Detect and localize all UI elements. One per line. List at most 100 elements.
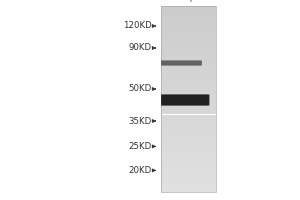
Bar [160,123,216,124]
Bar [160,40,216,41]
Text: Jurkat: Jurkat [185,0,212,2]
Bar [160,32,216,33]
Bar [160,155,216,156]
Bar [160,164,216,165]
Bar [160,39,216,40]
Bar [160,185,216,186]
Bar [160,20,216,21]
Bar [160,163,216,164]
Bar [160,6,216,192]
Bar [160,29,216,30]
Bar [160,125,216,126]
Bar [160,183,216,184]
Bar [160,121,216,122]
Bar [160,182,216,183]
Bar [160,148,216,149]
Bar [160,181,216,182]
Bar [160,70,216,71]
Text: 50KD: 50KD [128,84,152,93]
Bar [160,12,216,13]
Bar [160,165,216,166]
Bar [160,187,216,188]
Bar [160,138,216,139]
Bar [160,9,216,10]
Bar [160,174,216,175]
Bar [160,36,216,37]
Bar [160,104,216,105]
Bar [160,169,216,170]
Bar [160,30,216,31]
Bar [160,34,216,35]
Bar [160,129,216,130]
Bar [160,82,216,83]
Bar [160,179,216,180]
Bar [160,63,216,64]
Text: 20KD: 20KD [128,166,152,175]
Bar [160,67,216,68]
Bar [160,142,216,143]
Bar [160,22,216,23]
Bar [160,102,216,103]
Bar [160,83,216,84]
Bar [160,51,216,52]
Bar [160,8,216,9]
Bar [160,43,216,44]
Bar [160,160,216,161]
Bar [160,115,216,116]
Bar [160,157,216,158]
Bar [160,158,216,159]
Bar [160,53,216,54]
Bar [160,31,216,32]
Bar [160,24,216,25]
Bar [160,76,216,77]
Bar [160,180,216,181]
Bar [160,6,216,7]
Bar [160,49,216,50]
Bar [160,170,216,171]
Bar [160,69,216,70]
Bar [160,46,216,47]
Bar [160,55,216,56]
Bar [160,19,216,20]
Bar [160,184,216,185]
Bar [160,15,216,16]
Bar [160,173,216,174]
Bar [160,77,216,78]
Bar [160,44,216,45]
Bar [160,103,216,104]
Bar [160,71,216,72]
Text: 25KD: 25KD [128,142,152,151]
FancyBboxPatch shape [161,94,209,106]
Bar [160,91,216,92]
Bar [160,120,216,121]
Bar [160,73,216,74]
Bar [160,92,216,93]
Bar [160,172,216,173]
Bar [160,171,216,172]
Bar [160,60,216,61]
Bar [160,25,216,26]
Bar [160,126,216,127]
Bar [160,122,216,123]
Bar [160,140,216,141]
Text: 90KD: 90KD [128,44,152,52]
Bar [160,21,216,22]
Bar [160,58,216,59]
Bar [160,17,216,18]
Bar [160,62,216,63]
Bar [160,109,216,110]
Bar [160,128,216,129]
Bar [160,176,216,177]
Bar [160,137,216,138]
FancyBboxPatch shape [161,60,202,66]
Bar [160,144,216,145]
Bar [160,81,216,82]
Bar [160,119,216,120]
Bar [160,161,216,162]
Bar [160,68,216,69]
Bar [160,118,216,119]
Bar [160,75,216,76]
Bar [160,72,216,73]
Bar [160,130,216,131]
Bar [160,112,216,113]
